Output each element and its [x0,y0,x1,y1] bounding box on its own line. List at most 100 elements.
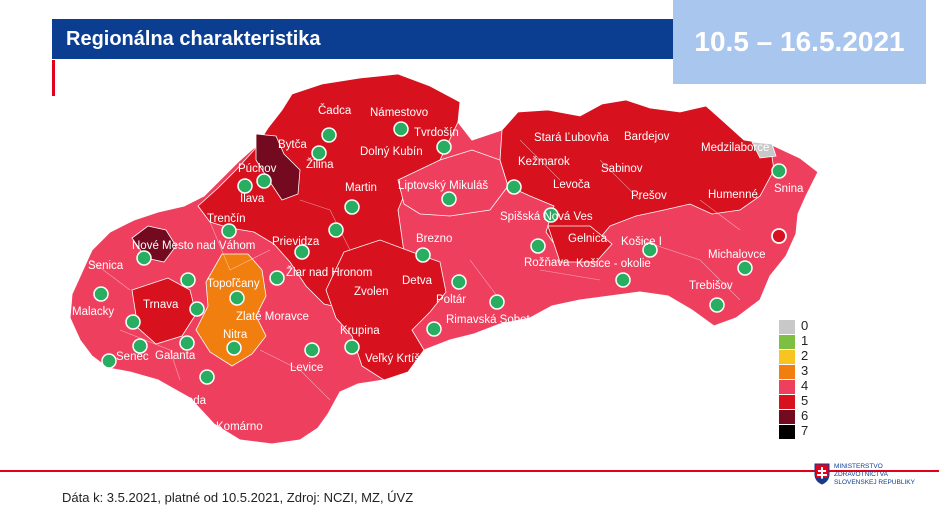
label-martin: Martin [345,182,377,194]
label-tvrdosin: Tvrdošín [414,127,459,139]
header-bar: Regionálna charakteristika [52,19,676,59]
marker-rimavska-sobota [426,321,442,337]
label-bardejov: Bardejov [624,131,670,143]
marker-levice [304,342,320,358]
marker-nitra [226,340,242,356]
legend-label: 0 [801,318,809,333]
marker-bratislava [101,353,117,369]
label-rimavska-sobota: Rimavská Sobota [446,314,537,326]
legend-swatch [779,410,795,424]
label-malacky: Malacky [72,306,114,318]
ministry-line: MINISTERSTVO [834,463,883,470]
label-trnava: Trnava [143,299,179,311]
label-snina: Snina [774,183,804,195]
label-ziar-nad-hronom: Žiar nad Hronom [286,266,372,279]
page-title: Regionálna charakteristika [66,28,321,50]
label-roznava: Rožňava [524,257,570,269]
slovak-coat-of-arms-icon [814,463,830,485]
legend-swatch [779,350,795,364]
label-senec: Senec [116,351,149,363]
label-poltar: Poltár [436,294,466,306]
label-puchov: Púchov [238,163,277,175]
label-michalovce: Michalovce [708,249,766,261]
label-namestovo: Námestovo [370,107,428,119]
label-galanta: Galanta [155,350,196,362]
marker-humenne [771,228,787,244]
footer-divider [0,470,939,472]
label-medzilaborce: Medzilaborce [701,142,769,154]
marker-senec [132,338,148,354]
marker-kosice-okolie [615,272,631,288]
label-kosice-okolie: Košice - okolie [576,258,651,270]
map-zone-nitra [195,253,267,367]
marker-krupina [344,339,360,355]
district-borders [89,139,741,401]
marker-puchov [256,173,272,189]
marker-tvrdosin [436,139,452,155]
label-dunajska-streda: Dunajská Streda [121,395,207,407]
footer-source: Dáta k: 3.5.2021, platné od 10.5.2021, Z… [62,490,414,505]
marker-liptovsky-mikulas [441,191,457,207]
marker-topolcany [180,272,196,288]
marker-martin [344,199,360,215]
map-zone-medzilaborce [751,141,777,159]
label-detva: Detva [402,275,433,287]
label-humenne: Humenné [708,189,758,201]
marker-trencin [221,223,237,239]
marker-hlohovec [189,301,205,317]
label-kezmarok: Kežmarok [518,156,570,168]
legend-label: 1 [801,333,809,348]
legend-label: 3 [801,363,809,378]
label-levice: Levice [290,362,323,374]
accent-line [52,60,55,96]
legend-label: 4 [801,378,809,393]
legend-swatch [779,380,795,394]
label-zvolen: Zvolen [354,286,389,298]
marker-zilina [311,145,327,161]
label-kosice-i: Košice I [621,236,662,248]
label-gelnica: Gelnica [568,233,608,245]
marker-poltar [451,274,467,290]
marker-kosice [642,242,658,258]
marker-michalovce [737,260,753,276]
legend-swatch [779,335,795,349]
marker-bojnice [294,244,310,260]
label-stara-lubovna: Stará Ľubovňa [534,132,609,144]
marker-trebisov [709,297,725,313]
label-zlate-moravce: Zlaté Moravce [236,311,309,323]
marker-galanta [179,335,195,351]
marker-snina [771,163,787,179]
legend-label: 7 [801,423,809,438]
marker-zlate-moravce [229,290,245,306]
label-sabinov: Sabinov [601,163,643,175]
label-brezno: Brezno [416,233,452,245]
marker-lucenec [489,294,505,310]
marker-zarnovica [269,270,285,286]
label-trebisov: Trebišov [689,280,733,292]
legend-label: 5 [801,393,809,408]
marker-ilava [237,178,253,194]
date-range: 10.5 – 16.5.2021 [694,26,905,57]
label-ilava: Ilava [240,193,265,205]
label-velky-krtis: Veľký Krtíš [365,353,420,365]
label-nove-mesto: Nové Mesto nad Váhom [132,240,255,252]
label-komarno: Komárno [216,421,263,433]
label-topolcany: Topoľčany [207,278,260,290]
label-nitra: Nitra [223,329,248,341]
legend-swatch [779,320,795,334]
marker-brezno [415,247,431,263]
label-prievidza: Prievidza [272,236,320,248]
label-senica: Senica [88,260,124,272]
label-bratislava-v: Bratislava V [70,373,132,385]
marker-spisska-nova-ves [543,207,559,223]
marker-roznava [530,238,546,254]
ministry-line: ZDRAVOTNÍCTVA [834,471,888,478]
legend-swatch [779,365,795,379]
marker-pezinok [125,314,141,330]
marker-senica [136,250,152,266]
ministry-line: SLOVENSKEJ REPUBLIKY [834,479,915,486]
map-zone-trnava [131,277,197,345]
label-trencin: Trenčín [207,213,246,225]
date-range-box: 10.5 – 16.5.2021 [673,0,926,84]
